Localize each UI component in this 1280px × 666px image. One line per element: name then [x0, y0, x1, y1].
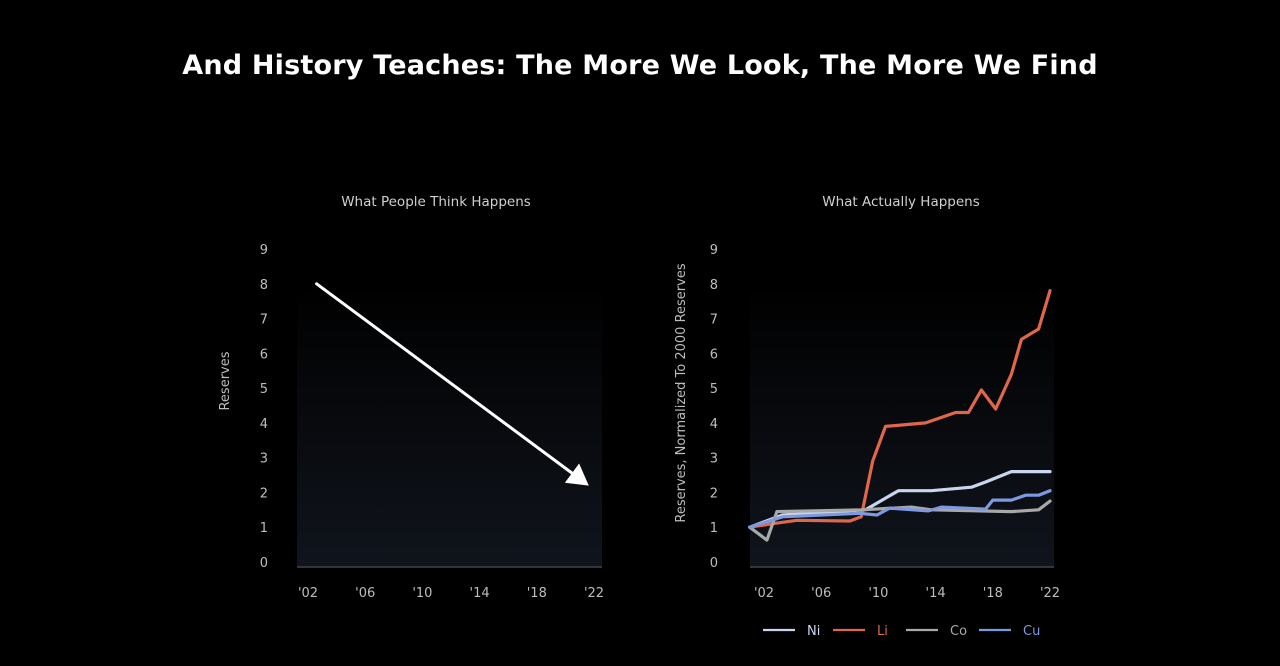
legend-label-ni: Ni	[807, 624, 820, 639]
legend-label-li: Li	[877, 624, 888, 639]
chart-expected: What People Think Happens Reserves 0 1 2 3 4 5 6…	[218, 194, 604, 601]
plot-area	[297, 283, 602, 567]
chart-title: What Actually Happens	[822, 194, 980, 210]
y-axis-label: Reserves, Normalized To 2000 Reserves	[674, 263, 689, 522]
y-tick-label: 7	[260, 313, 268, 328]
x-tick-label: '06	[811, 586, 831, 601]
y-tick-label: 2	[710, 486, 718, 501]
y-tick-label: 2	[260, 486, 268, 501]
y-tick-label: 9	[710, 243, 718, 258]
x-tick-label: '22	[1040, 586, 1060, 601]
series-line-cu	[748, 489, 1052, 529]
y-tick-label: 4	[710, 417, 718, 432]
x-tick-label: '06	[355, 586, 375, 601]
y-tick-label: 3	[710, 452, 718, 467]
y-tick-label: 5	[260, 382, 268, 397]
y-tick-label: 8	[260, 278, 268, 293]
x-tick-label: '14	[470, 586, 490, 601]
y-tick-label: 3	[260, 452, 268, 467]
series-line-ni	[748, 470, 1052, 529]
y-tick-label: 9	[260, 243, 268, 258]
chart-title: What People Think Happens	[341, 194, 531, 210]
x-tick-label: '22	[584, 586, 604, 601]
legend-label-cu: Cu	[1023, 624, 1040, 639]
x-tick-label: '14	[926, 586, 946, 601]
x-tick-label: '18	[983, 586, 1003, 601]
y-tick-label: 0	[260, 556, 268, 571]
series-line-co	[748, 499, 1052, 542]
x-tick-label: '10	[412, 586, 432, 601]
series-line-li	[748, 289, 1052, 529]
legend-label-co: Co	[950, 624, 967, 639]
y-tick-label: 6	[710, 347, 718, 362]
y-tick-label: 8	[710, 278, 718, 293]
x-tick-label: '10	[868, 586, 888, 601]
x-tick-label: '02	[298, 586, 318, 601]
x-tick-label: '18	[527, 586, 547, 601]
y-tick-label: 5	[710, 382, 718, 397]
legend: Ni Li Co Cu	[763, 624, 1040, 639]
page-title: And History Teaches: The More We Look, T…	[182, 50, 1098, 81]
y-tick-label: 7	[710, 313, 718, 328]
y-tick-label: 0	[710, 556, 718, 571]
trend-arrow	[315, 282, 589, 486]
y-tick-label: 6	[260, 347, 268, 362]
y-tick-label: 1	[710, 521, 718, 536]
chart-actual: What Actually Happens Reserves, Normalize…	[674, 194, 1060, 639]
y-tick-label: 4	[260, 417, 268, 432]
x-tick-label: '02	[754, 586, 774, 601]
y-axis-label: Reserves	[218, 351, 233, 410]
y-tick-label: 1	[260, 521, 268, 536]
